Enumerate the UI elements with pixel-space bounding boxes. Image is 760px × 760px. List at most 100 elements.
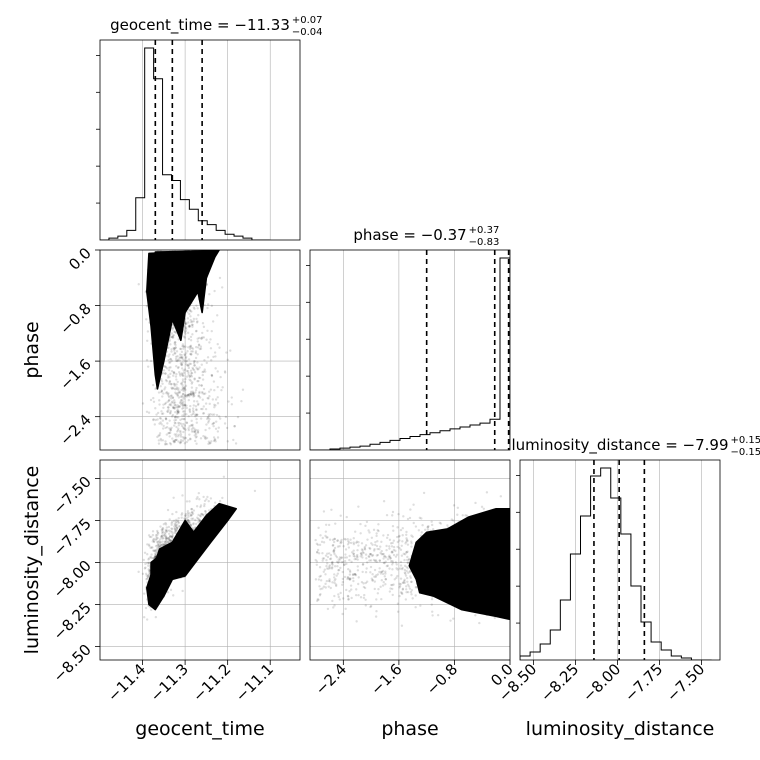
sample-point bbox=[184, 326, 187, 330]
sample-point bbox=[400, 554, 404, 557]
sample-point bbox=[185, 328, 188, 331]
sample-point bbox=[394, 555, 398, 558]
sample-point bbox=[190, 350, 193, 353]
sample-point bbox=[334, 584, 338, 588]
sample-point bbox=[179, 361, 183, 365]
sample-point bbox=[368, 555, 371, 559]
sample-point bbox=[404, 542, 407, 545]
sample-point bbox=[174, 331, 178, 335]
sample-point bbox=[356, 555, 359, 559]
sample-point bbox=[189, 524, 193, 527]
sample-point bbox=[164, 442, 167, 445]
sample-point bbox=[141, 402, 145, 405]
sample-point bbox=[174, 355, 178, 358]
sample-point bbox=[157, 543, 160, 547]
sample-point bbox=[161, 527, 164, 530]
sample-point bbox=[172, 333, 175, 337]
sample-point bbox=[209, 347, 213, 350]
sample-point bbox=[164, 378, 168, 382]
sample-point bbox=[359, 596, 363, 599]
sample-point bbox=[370, 536, 374, 540]
sample-point bbox=[411, 597, 414, 600]
sample-point bbox=[401, 526, 404, 530]
sample-point bbox=[158, 403, 161, 406]
sample-point bbox=[335, 574, 338, 577]
sample-point bbox=[157, 545, 160, 548]
sample-point bbox=[153, 552, 157, 555]
contour-level bbox=[152, 256, 191, 355]
sample-point bbox=[175, 433, 178, 436]
sample-point bbox=[401, 592, 404, 596]
sample-point bbox=[173, 351, 176, 355]
sample-point bbox=[192, 522, 195, 525]
sample-point bbox=[328, 565, 331, 568]
sample-point bbox=[196, 496, 199, 499]
sample-point bbox=[191, 511, 194, 514]
sample-point bbox=[168, 382, 171, 385]
sample-point bbox=[380, 552, 383, 556]
sample-point bbox=[186, 518, 190, 522]
sample-point bbox=[378, 547, 381, 551]
sample-point bbox=[148, 572, 151, 576]
sample-point bbox=[368, 552, 372, 556]
sample-point bbox=[183, 427, 186, 431]
sample-point bbox=[163, 543, 166, 546]
sample-point bbox=[192, 411, 195, 414]
sample-point bbox=[150, 546, 153, 549]
sample-point bbox=[334, 554, 338, 557]
histogram-step-line bbox=[100, 47, 270, 240]
sample-point bbox=[326, 536, 329, 539]
sample-point bbox=[360, 580, 364, 584]
sample-point bbox=[374, 559, 378, 562]
sample-point bbox=[333, 552, 336, 556]
sample-point bbox=[176, 411, 179, 414]
sample-point bbox=[380, 540, 383, 544]
sample-point bbox=[180, 417, 184, 421]
sample-point bbox=[170, 386, 173, 390]
sample-point bbox=[155, 535, 158, 539]
sample-point bbox=[214, 501, 217, 504]
sample-point bbox=[364, 571, 368, 574]
sample-point bbox=[182, 388, 185, 391]
sample-point bbox=[177, 396, 181, 399]
sample-point bbox=[190, 382, 193, 385]
sample-point bbox=[177, 371, 181, 374]
y-tick-label: −8.25 bbox=[50, 599, 95, 644]
sample-point bbox=[174, 435, 178, 438]
sample-point bbox=[430, 603, 433, 606]
sample-point bbox=[210, 440, 213, 443]
sample-point bbox=[164, 535, 168, 539]
sample-point bbox=[173, 401, 177, 404]
sample-point bbox=[155, 413, 158, 416]
sample-point bbox=[328, 538, 332, 541]
sample-point bbox=[159, 437, 162, 441]
sample-point bbox=[164, 365, 167, 368]
sample-point bbox=[341, 570, 344, 574]
sample-point bbox=[179, 435, 182, 438]
sample-point bbox=[149, 359, 153, 363]
sample-point bbox=[188, 375, 191, 378]
sample-point bbox=[151, 383, 155, 387]
sample-point bbox=[378, 567, 381, 570]
sample-point bbox=[190, 371, 194, 375]
sample-point bbox=[142, 592, 146, 595]
sample-point bbox=[157, 540, 161, 543]
sample-point bbox=[327, 523, 331, 527]
sample-point bbox=[176, 519, 180, 523]
sample-point bbox=[187, 366, 191, 370]
sample-point bbox=[253, 489, 257, 493]
sample-point bbox=[333, 565, 337, 568]
sample-point bbox=[158, 422, 161, 425]
sample-point bbox=[359, 555, 362, 558]
sample-point bbox=[157, 546, 161, 549]
sample-point bbox=[189, 353, 193, 356]
histogram-geocent_time bbox=[100, 40, 270, 240]
sample-point bbox=[170, 523, 173, 527]
sample-point bbox=[189, 318, 192, 322]
x-tick-label: −1.6 bbox=[367, 660, 405, 698]
sample-point bbox=[184, 326, 188, 329]
sample-point bbox=[167, 398, 171, 402]
sample-point bbox=[353, 558, 356, 561]
sample-point bbox=[162, 522, 166, 526]
sample-point bbox=[338, 598, 341, 601]
